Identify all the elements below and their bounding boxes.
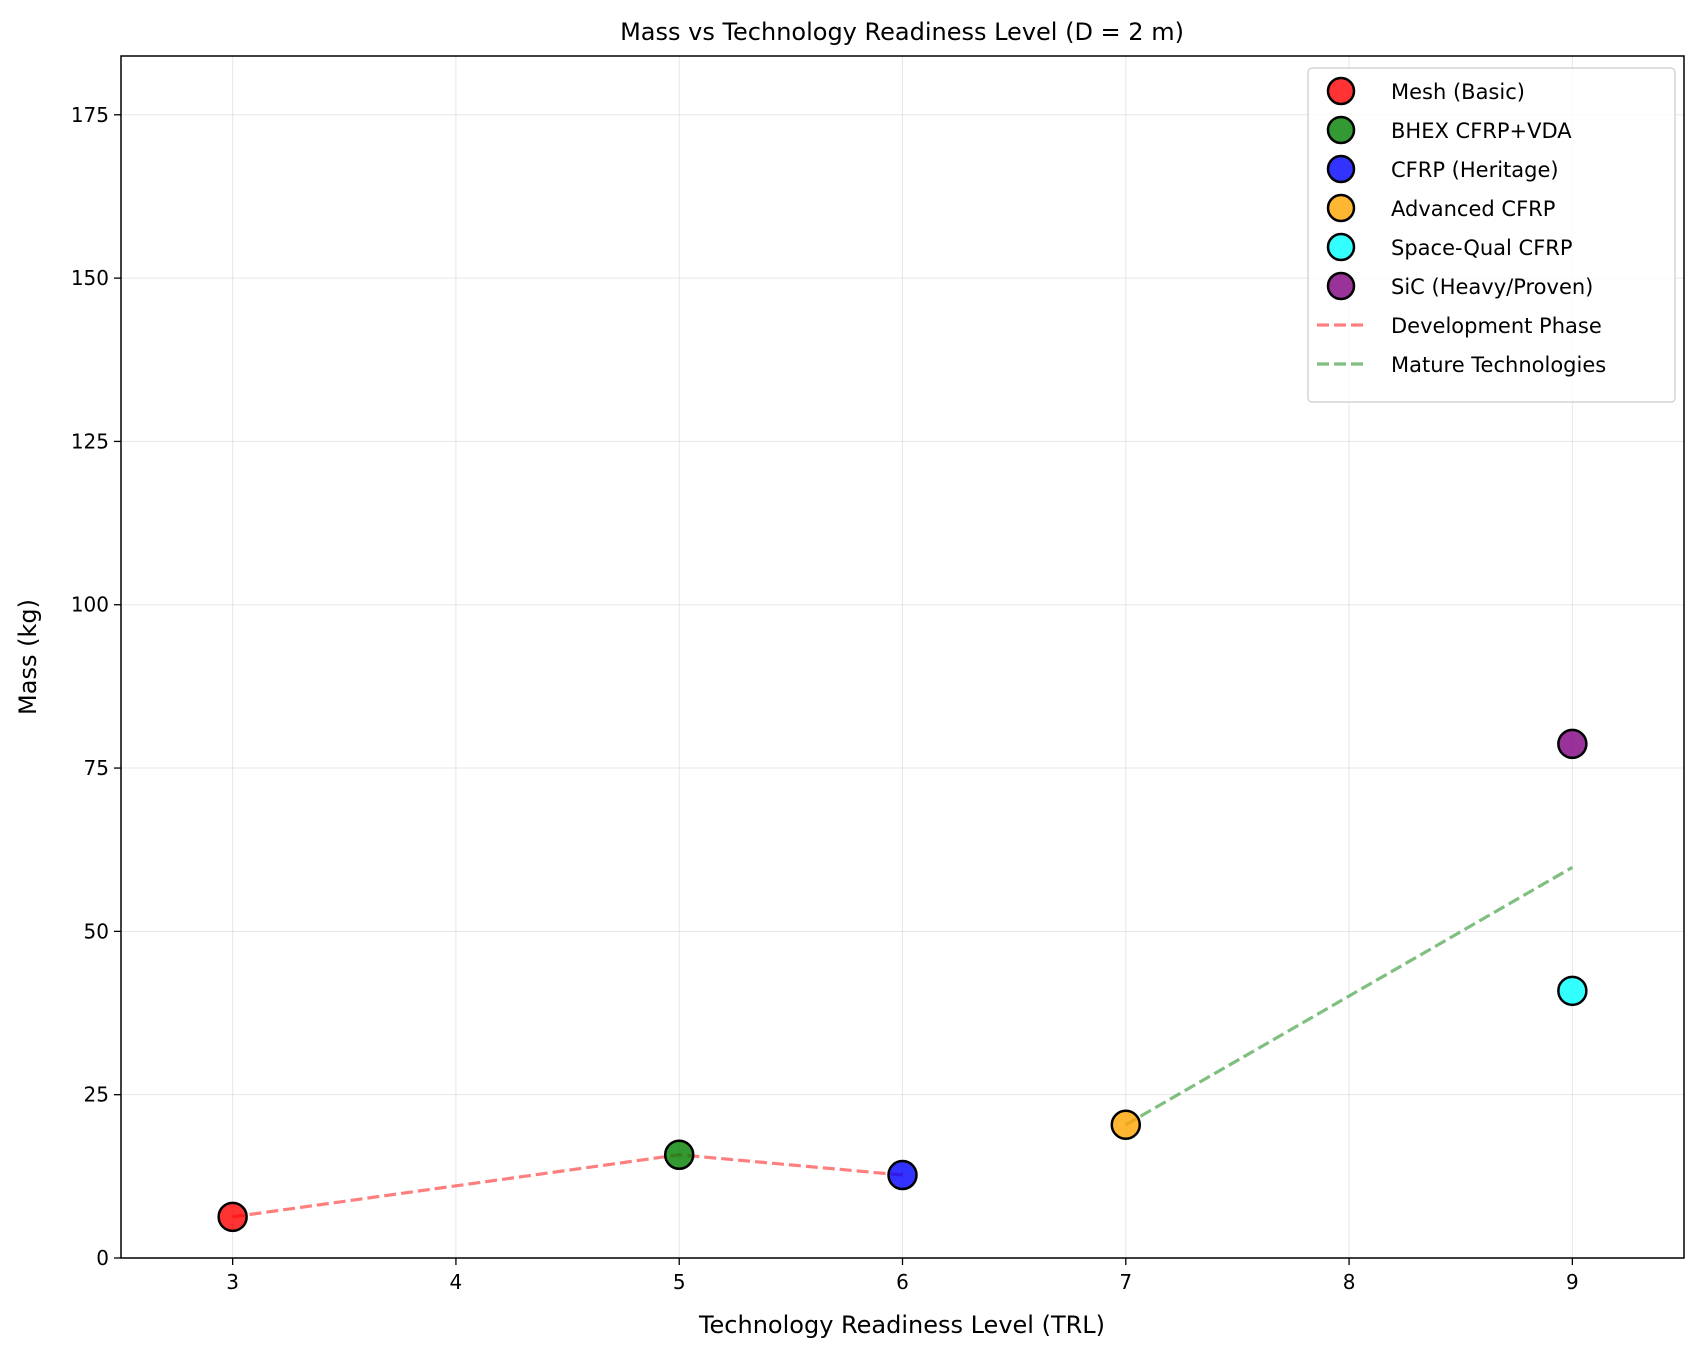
y-axis-label: Mass (kg) [14, 599, 42, 715]
x-axis-label: Technology Readiness Level (TRL) [698, 1311, 1105, 1339]
x-tick-label: 8 [1343, 1270, 1356, 1294]
y-tick-label: 0 [96, 1246, 109, 1270]
legend-label: Mature Technologies [1391, 353, 1606, 377]
y-tick-label: 100 [71, 593, 109, 617]
data-point [1557, 728, 1588, 760]
chart-title: Mass vs Technology Readiness Level (D = … [620, 18, 1184, 46]
legend-label: SiC (Heavy/Proven) [1391, 275, 1593, 299]
legend-marker [1326, 115, 1356, 145]
legend-marker [1326, 193, 1356, 223]
axis-ticks: 3 4 5 6 7 8 9 0 25 50 75 100 125 150 175 [71, 103, 1579, 1294]
legend-label: Development Phase [1391, 314, 1602, 338]
legend-marker [1326, 154, 1356, 184]
data-point [217, 1201, 248, 1233]
x-tick-label: 7 [1119, 1270, 1132, 1294]
y-tick-label: 175 [71, 103, 109, 127]
x-tick-label: 6 [896, 1270, 909, 1294]
data-point [1110, 1109, 1142, 1140]
y-tick-label: 125 [71, 429, 109, 453]
x-tick-label: 3 [226, 1270, 239, 1294]
y-tick-label: 25 [84, 1083, 109, 1107]
legend-marker [1326, 232, 1356, 262]
x-tick-label: 4 [450, 1270, 463, 1294]
y-tick-label: 150 [71, 266, 109, 290]
y-tick-label: 50 [84, 919, 109, 943]
trend-line [1124, 865, 1574, 1127]
data-point [1557, 975, 1588, 1007]
legend-label: Advanced CFRP [1391, 197, 1555, 221]
x-tick-label: 9 [1566, 1270, 1579, 1294]
legend-marker [1326, 76, 1356, 106]
legend: Mesh (Basic) BHEX CFRP+VDA CFRP (Heritage)… [1307, 67, 1676, 403]
legend-label: Mesh (Basic) [1391, 80, 1525, 104]
legend-box [1307, 67, 1676, 403]
legend-label: CFRP (Heritage) [1391, 158, 1559, 182]
data-point [663, 1139, 695, 1171]
y-tick-label: 75 [84, 756, 109, 780]
data-points [217, 728, 1588, 1233]
legend-marker [1326, 271, 1356, 301]
legend-label: BHEX CFRP+VDA [1391, 119, 1572, 143]
data-point [887, 1159, 918, 1191]
x-tick-label: 5 [673, 1270, 686, 1294]
legend-label: Space-Qual CFRP [1391, 236, 1573, 260]
